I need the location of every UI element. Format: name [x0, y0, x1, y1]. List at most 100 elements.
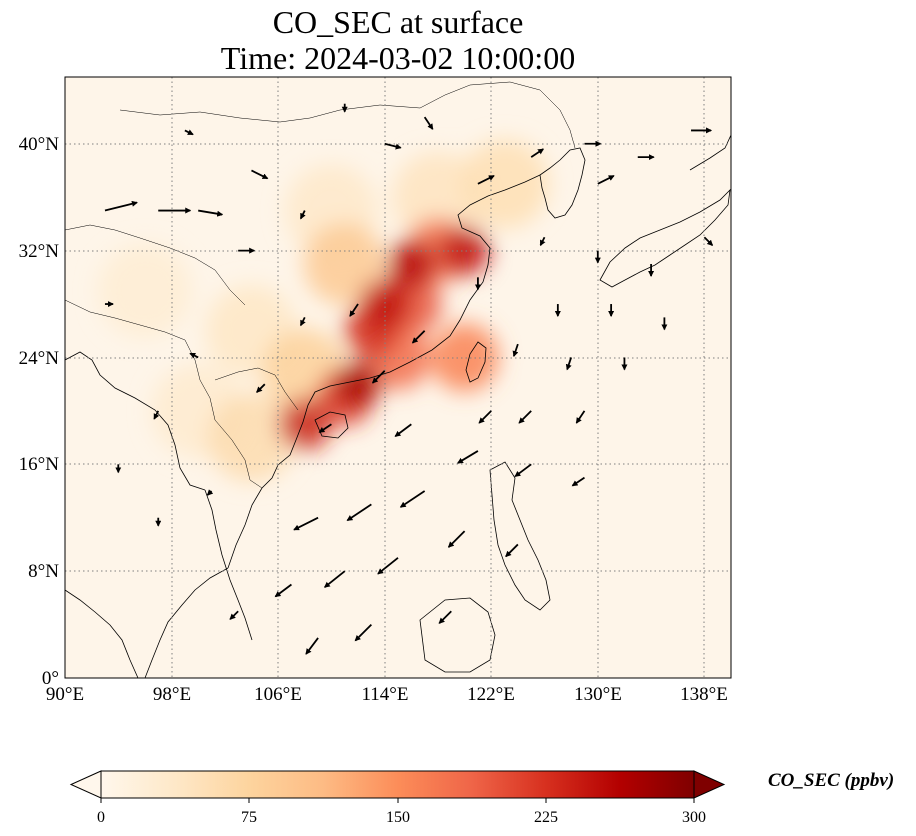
- border-laos: [214, 367, 299, 411]
- wind-arrow: [305, 637, 319, 655]
- colorbar-tick-label: 225: [534, 809, 558, 826]
- colorbar-label: CO_SEC (ppbv): [768, 770, 895, 791]
- wind-arrow: [299, 210, 306, 220]
- lon-tick-label: 106°E: [254, 684, 302, 705]
- bay-of-bengal-coastline: [65, 351, 206, 491]
- wind-arrow: [411, 330, 426, 344]
- map-title-line-2: Time: 2024-03-02 10:00:00: [220, 40, 576, 76]
- lon-tick-label: 114°E: [362, 684, 409, 705]
- plume-blob: [430, 323, 499, 392]
- lat-tick-label: 0°: [42, 668, 59, 689]
- malay-peninsula-coastline: [204, 489, 253, 641]
- wind-arrow: [399, 490, 426, 508]
- wind-arrow: [153, 410, 160, 420]
- hainan-coastline: [314, 411, 349, 439]
- map-panel: [65, 77, 731, 678]
- sumatra-coastline: [65, 589, 139, 678]
- lon-tick-labels: 90°E 98°E 106°E 114°E 122°E 130°E 138°E: [46, 684, 728, 705]
- wind-arrow: [318, 423, 332, 433]
- wind-arrow: [457, 450, 479, 464]
- map-frame: [64, 76, 732, 679]
- wind-arrow: [394, 423, 412, 437]
- philippines-coastline: [489, 461, 551, 611]
- wind-arrow: [323, 570, 346, 588]
- lat-tick-labels: 0° 8°N 16°N 24°N 32°N 40°N: [19, 134, 60, 689]
- plume-blob: [439, 225, 490, 276]
- wind-arrow: [530, 148, 545, 158]
- wind-arrow: [571, 476, 585, 487]
- lat-tick-label: 40°N: [19, 134, 60, 155]
- wind-arrow: [371, 370, 386, 384]
- lat-tick-label: 24°N: [19, 348, 60, 369]
- wind-arrow: [349, 303, 359, 317]
- wind-arrow: [703, 236, 714, 246]
- china-coastline: [227, 174, 541, 569]
- border-northeast: [419, 81, 576, 149]
- lat-tick-label: 8°N: [28, 561, 59, 582]
- wind-arrow: [377, 557, 399, 575]
- border-china-west: [65, 224, 246, 306]
- wind-arrow: [478, 410, 492, 424]
- plume-blob: [97, 243, 193, 339]
- borneo-coastline: [419, 597, 496, 673]
- plume-blob: [335, 361, 382, 408]
- taiwan-coastline: [465, 341, 487, 383]
- wind-arrow: [346, 503, 372, 522]
- lon-tick-label: 122°E: [467, 684, 515, 705]
- border-thailand: [214, 419, 263, 489]
- coastlines: [65, 120, 731, 678]
- wind-arrow: [447, 530, 466, 548]
- wind-arrow: [184, 129, 194, 136]
- wind-arrow: [438, 610, 452, 624]
- plume-blob: [387, 239, 436, 288]
- wind-arrow: [251, 169, 269, 180]
- wind-arrow: [189, 352, 199, 359]
- indochina-coastline: [144, 567, 229, 678]
- wind-arrow: [477, 175, 495, 185]
- japan-coastline: [599, 188, 731, 288]
- plume-blob: [460, 139, 550, 229]
- wind-arrow: [512, 343, 519, 358]
- colorbar-extend-min: [69, 770, 102, 799]
- wind-arrow: [505, 543, 519, 558]
- border-mongolia: [119, 104, 421, 123]
- wind-arrow: [539, 236, 546, 247]
- wind-arrow: [299, 316, 306, 327]
- wind-arrow: [423, 116, 434, 130]
- colorbar-tick-label: 150: [386, 809, 410, 826]
- wind-arrow: [206, 489, 214, 496]
- wind-arrow: [565, 357, 573, 371]
- plume-blob: [392, 151, 484, 243]
- wind-arrow: [575, 410, 586, 424]
- wind-arrow: [597, 175, 615, 185]
- colorbar-tick-label: 75: [241, 809, 257, 826]
- japan-north-coastline: [689, 120, 731, 171]
- wind-arrow: [518, 410, 532, 424]
- lon-tick-label: 138°E: [680, 684, 728, 705]
- colorbar: 0 75 150 225 300: [69, 770, 726, 826]
- colorbar-extend-max: [693, 770, 726, 799]
- wind-arrow: [229, 610, 239, 620]
- colorbar-bar: [100, 770, 695, 799]
- wind-arrow: [274, 583, 292, 598]
- wind-arrow: [256, 383, 266, 393]
- border-himalaya: [65, 299, 186, 341]
- wind-arrow: [293, 516, 319, 531]
- lon-tick-label: 98°E: [153, 684, 191, 705]
- wind-arrow: [354, 623, 372, 642]
- co-sec-field: [97, 139, 550, 482]
- lat-tick-label: 32°N: [19, 241, 60, 262]
- map-title-line-1: CO_SEC at surface: [272, 4, 524, 40]
- korea-coastline: [539, 147, 586, 219]
- wind-arrow: [104, 200, 138, 212]
- colorbar-tick-label: 300: [682, 809, 706, 826]
- colorbar-tick-label: 0: [97, 809, 105, 826]
- wind-arrow: [384, 142, 402, 150]
- lon-tick-label: 90°E: [46, 684, 84, 705]
- plume-blob: [303, 222, 386, 305]
- wind-vectors: [104, 103, 714, 655]
- wind-arrow: [514, 463, 532, 478]
- plume-blob: [359, 279, 410, 330]
- plume-blob: [278, 398, 331, 451]
